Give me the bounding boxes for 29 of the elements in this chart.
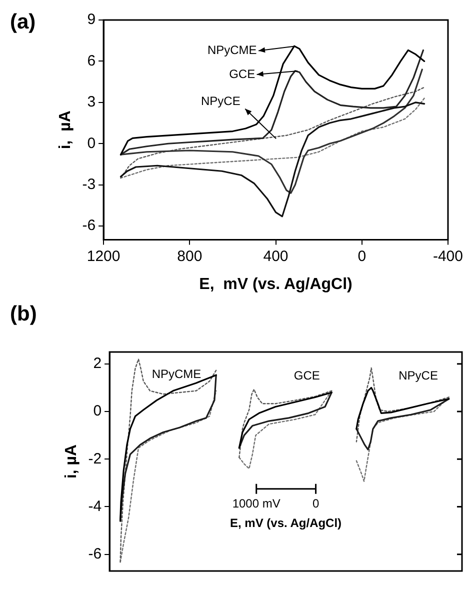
- y-tick-label: 0: [93, 402, 102, 420]
- x-tick-label: 1000 mV: [232, 496, 280, 510]
- x-axis-title: E, mV (vs. Ag/AgCl): [199, 276, 352, 293]
- chart-title: (a): [10, 10, 36, 34]
- x-tick-label: 0: [358, 248, 366, 265]
- y-tick-label: -6: [82, 217, 96, 234]
- annotation: GCE: [229, 66, 256, 81]
- y-axis-title: i, µA: [63, 444, 80, 479]
- y-tick-label: -3: [82, 176, 96, 193]
- y-tick-label: -4: [88, 498, 102, 515]
- y-axis-title: i, µA: [57, 110, 74, 150]
- x-tick-label: 1200: [86, 248, 120, 265]
- annotation: NPyCME: [207, 43, 257, 58]
- y-tick-label: 6: [87, 52, 96, 70]
- annotation: NPyCE: [200, 94, 240, 108]
- annotation: NPyCME: [152, 366, 202, 381]
- y-tick-label: -6: [88, 545, 102, 562]
- x-tick-label: 400: [263, 248, 288, 265]
- x-axis-title: E, mV (vs. Ag/AgCl): [230, 516, 342, 530]
- y-tick-label: 3: [87, 94, 96, 111]
- y-tick-label: 9: [87, 11, 96, 28]
- y-tick-label: 2: [93, 355, 102, 372]
- annotation: NPyCE: [398, 368, 438, 382]
- y-tick-label: 0: [87, 134, 96, 152]
- x-tick-label: -400: [432, 248, 464, 265]
- annotation: GCE: [294, 368, 320, 382]
- chart-title: (b): [10, 302, 37, 326]
- y-tick-label: -2: [88, 450, 102, 468]
- x-tick-label: 800: [177, 248, 202, 265]
